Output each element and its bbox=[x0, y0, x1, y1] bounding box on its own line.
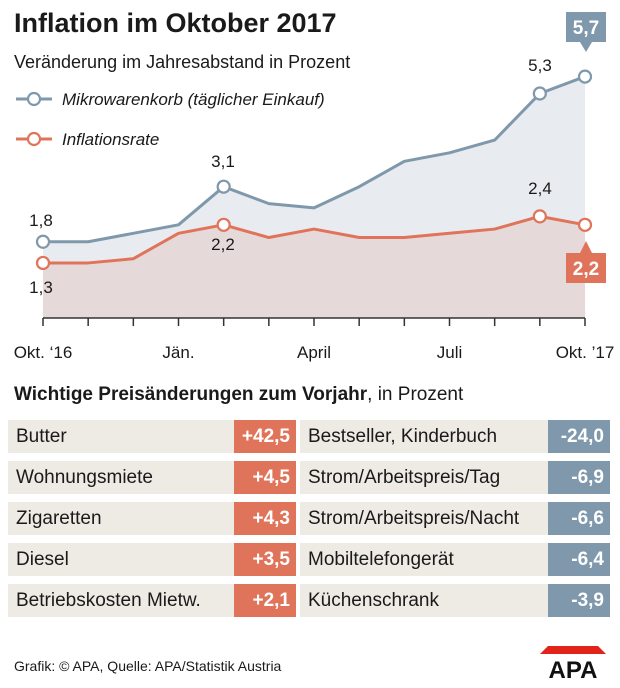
decrease-label: Strom/Arbeitspreis/Tag bbox=[300, 461, 548, 494]
chart-title: Inflation im Oktober 2017 bbox=[14, 8, 337, 38]
series-line-0 bbox=[43, 75, 586, 244]
data-point-0-12 bbox=[577, 69, 593, 84]
decrease-row: Strom/Arbeitspreis/Nacht -6,6 bbox=[300, 502, 610, 535]
increase-value: +2,1 bbox=[234, 584, 296, 617]
data-point-0-4 bbox=[216, 179, 231, 194]
series-area-1 bbox=[43, 216, 585, 318]
legend-label-1: Inflationsrate bbox=[62, 130, 159, 149]
decrease-value: -24,0 bbox=[548, 420, 610, 453]
callout-box-blue bbox=[566, 12, 606, 52]
decrease-label: Küchenschrank bbox=[300, 584, 548, 617]
legend-marker-0 bbox=[26, 91, 42, 107]
data-label: 3,1 bbox=[211, 152, 235, 171]
increase-label: Betriebskosten Mietw. bbox=[8, 584, 234, 617]
apa-logo-text: APA bbox=[549, 657, 598, 680]
decrease-value: -6,6 bbox=[548, 502, 610, 535]
decrease-row: Bestseller, Kinderbuch -24,0 bbox=[300, 420, 610, 453]
increase-value: +4,3 bbox=[234, 502, 296, 535]
x-tick-label: Okt. ‘16 bbox=[14, 343, 73, 362]
series-line-1 bbox=[43, 214, 586, 265]
x-tick-label: Okt. ’17 bbox=[556, 343, 615, 362]
chart-subtitle: Veränderung im Jahresabstand in Prozent bbox=[14, 52, 351, 72]
data-point-1-11 bbox=[532, 209, 547, 224]
data-label: 1,8 bbox=[29, 211, 53, 230]
data-point-1-4 bbox=[216, 217, 231, 232]
increase-value: +42,5 bbox=[234, 420, 296, 453]
price-changes-unit: , in Prozent bbox=[367, 384, 464, 405]
increase-row: Wohnungsmiete +4,5 bbox=[8, 461, 296, 494]
decrease-row: Strom/Arbeitspreis/Tag -6,9 bbox=[300, 461, 610, 494]
increase-row: Zigaretten +4,3 bbox=[8, 502, 296, 535]
callout-value-blue: 5,7 bbox=[573, 18, 599, 39]
apa-logo: APA bbox=[540, 646, 606, 680]
increase-label: Wohnungsmiete bbox=[8, 461, 234, 494]
increase-label: Zigaretten bbox=[8, 502, 234, 535]
data-point-0-11 bbox=[532, 86, 547, 101]
apa-logo-roof bbox=[540, 646, 606, 654]
price-changes-heading: Wichtige Preisänderungen zum Vorjahr, in… bbox=[14, 384, 463, 406]
callout-box-orange bbox=[566, 241, 606, 283]
increase-row: Butter +42,5 bbox=[8, 420, 296, 453]
legend-label-0: Mikrowarenkorb (täglicher Einkauf) bbox=[62, 90, 325, 109]
x-tick-label: April bbox=[297, 343, 331, 362]
source-note: Grafik: © APA, Quelle: APA/Statistik Aus… bbox=[14, 658, 282, 674]
decrease-label: Mobiltelefongerät bbox=[300, 543, 548, 576]
data-label: 2,2 bbox=[211, 235, 235, 254]
decrease-value: -6,4 bbox=[548, 543, 610, 576]
increase-label: Diesel bbox=[8, 543, 234, 576]
data-label: 1,3 bbox=[29, 278, 53, 297]
data-point-1-0 bbox=[35, 255, 51, 271]
data-point-0-0 bbox=[35, 234, 51, 249]
decrease-value: -6,9 bbox=[548, 461, 610, 494]
increase-label: Butter bbox=[8, 420, 234, 453]
decrease-label: Strom/Arbeitspreis/Nacht bbox=[300, 502, 548, 535]
legend-marker-1 bbox=[26, 131, 42, 147]
decrease-row: Küchenschrank -3,9 bbox=[300, 584, 610, 617]
line-chart: Okt. ‘16 Jän. April Juli Okt. ’17 1,8 3,1 5,3 1,… bbox=[14, 12, 615, 362]
price-changes-title: Wichtige Preisänderungen zum Vorjahr bbox=[14, 384, 368, 405]
increase-row: Diesel +3,5 bbox=[8, 543, 296, 576]
data-label: 2,4 bbox=[528, 179, 552, 198]
x-tick-label: Jän. bbox=[162, 343, 194, 362]
data-label: 5,3 bbox=[528, 56, 552, 75]
x-tick-label: Juli bbox=[437, 343, 463, 362]
decrease-label: Bestseller, Kinderbuch bbox=[300, 420, 548, 453]
decrease-row: Mobiltelefongerät -6,4 bbox=[300, 543, 610, 576]
increase-row: Betriebskosten Mietw. +2,1 bbox=[8, 584, 296, 617]
series-area-0 bbox=[43, 76, 585, 319]
increase-value: +4,5 bbox=[234, 461, 296, 494]
decrease-value: -3,9 bbox=[548, 584, 610, 617]
data-point-1-12 bbox=[577, 217, 593, 232]
callout-value-orange: 2,2 bbox=[573, 259, 599, 280]
increase-value: +3,5 bbox=[234, 543, 296, 576]
